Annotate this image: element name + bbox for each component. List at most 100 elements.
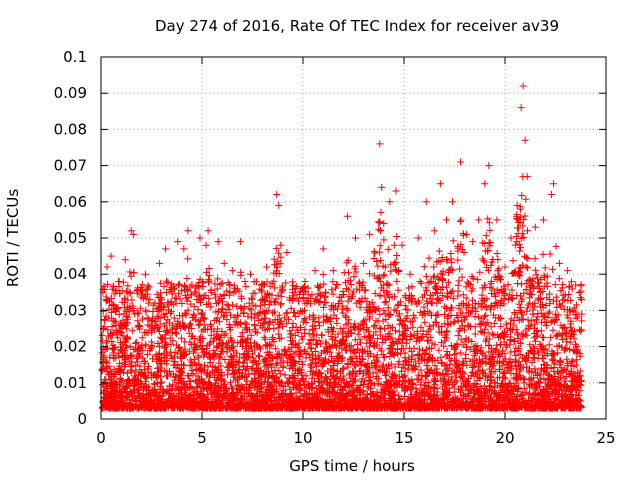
data-point [322, 338, 330, 346]
data-point [457, 336, 465, 344]
data-point [455, 277, 463, 285]
data-point [395, 267, 403, 275]
data-point [450, 318, 458, 326]
data-point [219, 313, 227, 321]
data-point [547, 334, 555, 342]
data-point [451, 318, 459, 326]
data-point [526, 276, 534, 284]
data-point [281, 371, 289, 379]
data-point [409, 323, 417, 331]
data-point [384, 280, 392, 288]
data-point [225, 306, 233, 314]
data-point [123, 325, 131, 333]
data-point [227, 379, 235, 387]
data-point [544, 350, 552, 358]
data-point [458, 317, 466, 325]
data-point [523, 304, 531, 312]
data-point [127, 362, 135, 370]
data-point [457, 349, 465, 357]
data-point [480, 313, 488, 321]
data-point [270, 308, 278, 316]
data-point [552, 242, 560, 250]
data-point [380, 272, 388, 280]
data-point [376, 291, 384, 299]
data-point [521, 212, 529, 220]
data-point [462, 334, 470, 342]
data-point [383, 279, 391, 287]
data-point [329, 290, 337, 298]
data-point [255, 352, 263, 360]
data-point [387, 267, 395, 275]
data-point [377, 208, 385, 216]
data-point [494, 256, 502, 264]
data-point [184, 255, 192, 263]
data-point [264, 307, 272, 315]
data-point [420, 303, 428, 311]
data-point [344, 269, 352, 277]
data-point [261, 355, 269, 363]
data-point [537, 327, 545, 335]
data-point [160, 313, 168, 321]
data-point [376, 242, 384, 250]
data-point [361, 294, 369, 302]
data-point [482, 311, 490, 319]
data-point [509, 257, 517, 265]
data-point [452, 350, 460, 358]
data-point [443, 347, 451, 355]
data-point [374, 358, 382, 366]
data-point [266, 282, 274, 290]
data-point [207, 331, 215, 339]
data-point [261, 319, 269, 327]
data-point [376, 324, 384, 332]
data-point [454, 317, 462, 325]
data-point [376, 310, 384, 318]
data-point [491, 347, 499, 355]
data-point [272, 260, 280, 268]
data-point [488, 290, 495, 298]
data-point [275, 311, 283, 319]
chart-title: Day 274 of 2016, Rate Of TEC Index for r… [155, 17, 559, 35]
data-point [449, 295, 457, 303]
data-point [178, 300, 186, 308]
data-point [272, 359, 280, 367]
data-point [216, 354, 224, 362]
data-point [469, 274, 477, 282]
data-point [458, 386, 466, 394]
data-point [307, 344, 315, 352]
data-point [524, 227, 532, 235]
data-point [248, 365, 256, 373]
data-point [405, 284, 413, 292]
data-point [440, 310, 448, 318]
data-point [495, 274, 503, 282]
data-point [395, 328, 403, 336]
data-point [142, 308, 150, 316]
data-point [420, 263, 428, 271]
data-point [529, 343, 537, 351]
data-point [390, 241, 398, 249]
data-point [487, 323, 495, 331]
data-point [322, 374, 330, 382]
data-point [185, 324, 193, 332]
data-point [394, 286, 402, 294]
data-point [435, 346, 443, 354]
data-point [250, 320, 258, 328]
data-point [166, 348, 174, 356]
data-point [485, 219, 493, 227]
data-point [431, 318, 439, 326]
data-point [123, 333, 131, 341]
data-point [372, 363, 380, 371]
data-point [286, 385, 294, 393]
data-point [175, 290, 183, 298]
data-points [98, 82, 586, 412]
data-point [434, 370, 442, 378]
data-point [275, 335, 283, 343]
data-point [430, 272, 438, 280]
data-point [482, 232, 490, 240]
data-point [144, 282, 152, 290]
data-point [238, 305, 246, 313]
data-point [287, 304, 295, 312]
data-point [375, 225, 383, 233]
data-point [328, 352, 335, 360]
data-point [357, 339, 365, 347]
data-point [125, 376, 133, 384]
